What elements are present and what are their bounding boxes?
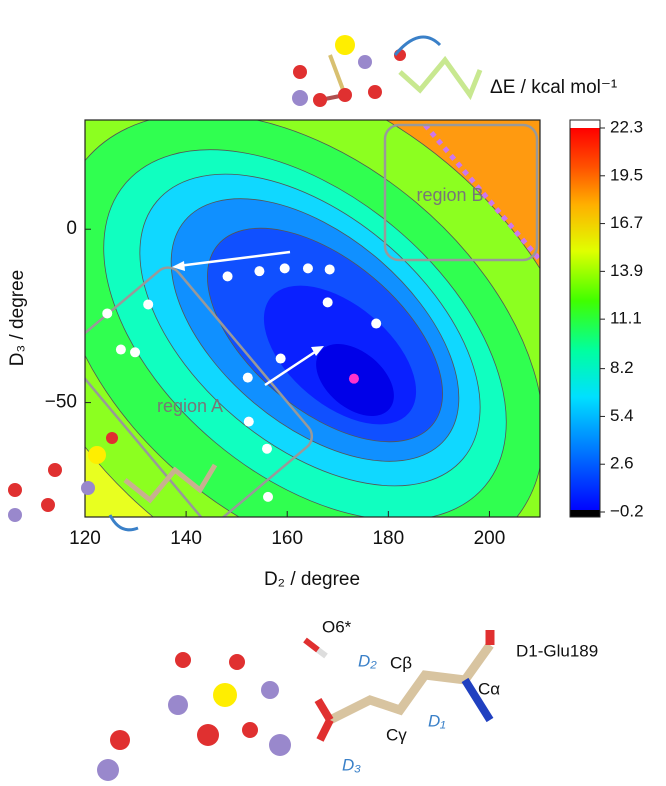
atom-label: Cγ xyxy=(386,725,407,744)
colorbar-tick-label: 13.9 xyxy=(610,261,643,280)
x-tick-label: 160 xyxy=(271,528,303,549)
colorbar-label: ΔE / kcal mol⁻¹ xyxy=(490,77,617,98)
colorbar-tick-label: 5.4 xyxy=(610,406,634,425)
atom-label: Cα xyxy=(478,679,500,698)
x-tick-label: 140 xyxy=(170,528,202,549)
x-tick-label: 120 xyxy=(69,528,101,549)
point xyxy=(322,297,333,308)
colorbar-tick-label: 8.2 xyxy=(610,358,634,377)
x-tick-label: 200 xyxy=(474,528,506,549)
point xyxy=(115,344,126,355)
energy-surface xyxy=(85,120,540,517)
y-tick-label: 0 xyxy=(66,218,77,239)
residue-label: D1-Glu189 xyxy=(516,641,598,660)
point xyxy=(143,299,154,310)
highlight-point xyxy=(348,373,359,384)
point xyxy=(262,443,272,454)
y-axis-label: D₃ / degree xyxy=(7,270,28,366)
plot-frame xyxy=(84,119,541,518)
point xyxy=(279,263,290,274)
colorbar-tick-label: 2.6 xyxy=(610,454,634,473)
dihedral-label: D₃ xyxy=(342,755,361,774)
atom-label: O6* xyxy=(322,617,352,636)
molecule-left xyxy=(8,432,218,532)
point xyxy=(324,264,335,275)
point xyxy=(275,353,286,364)
colorbar-tick-label: 16.7 xyxy=(610,213,643,232)
dihedral-label: D₂ xyxy=(358,651,377,670)
atom-label: Cβ xyxy=(390,653,412,672)
point xyxy=(254,266,265,277)
point xyxy=(102,308,113,319)
colorbar-tick-label: 19.5 xyxy=(610,165,643,184)
molecule-top xyxy=(292,35,483,107)
point xyxy=(243,416,254,427)
point xyxy=(371,318,382,329)
molecule-bottom xyxy=(97,630,495,781)
y-tick-label: −50 xyxy=(45,392,77,413)
colorbar-tick-label: 22.3 xyxy=(610,117,643,136)
point xyxy=(130,347,141,358)
point xyxy=(302,263,313,274)
point xyxy=(222,271,233,282)
colorbar xyxy=(570,128,600,512)
x-axis-label: D₂ / degree xyxy=(264,569,360,590)
x-tick-label: 180 xyxy=(372,528,404,549)
point xyxy=(242,372,253,383)
dihedral-label: D₁ xyxy=(428,711,446,730)
colorbar-frame xyxy=(569,119,601,518)
colorbar-tick-label: −0.2 xyxy=(610,501,644,520)
point xyxy=(263,491,274,502)
colorbar-tick-label: 11.1 xyxy=(610,309,642,328)
region-label: region A xyxy=(157,396,223,416)
region-label: region B xyxy=(416,185,483,205)
colorbar-min xyxy=(570,510,600,517)
